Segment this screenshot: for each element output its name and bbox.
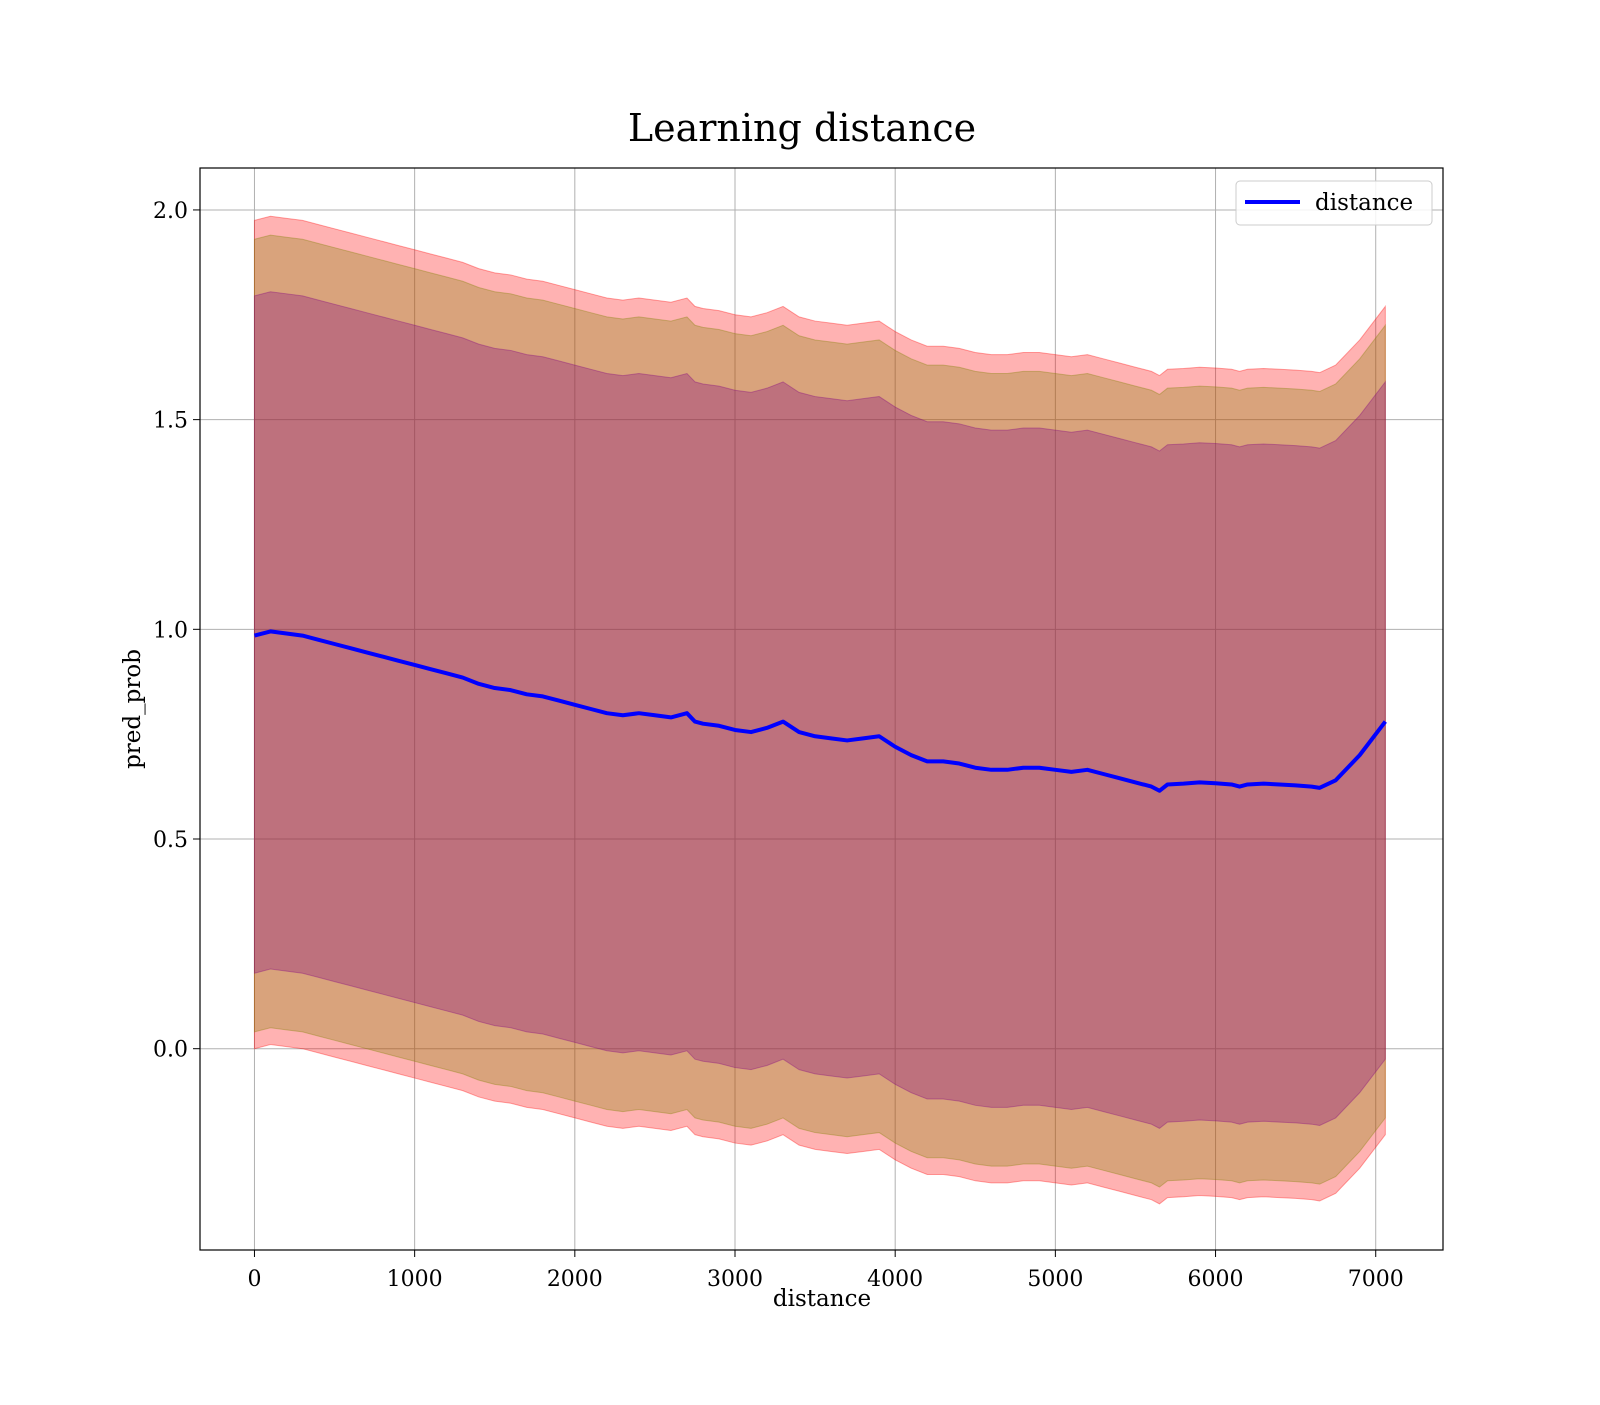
x-axis-label: distance	[773, 1286, 871, 1312]
y-tick-label: 1.5	[153, 409, 188, 434]
series-line-distance	[253, 629, 1387, 793]
confidence-band-1	[253, 215, 1386, 1205]
tick-layer: 0 1000 2000 3000 4000 5000 6000 7000 0.0 0.5 1.0 1.…	[153, 199, 1404, 1292]
band-layer	[253, 215, 1386, 1205]
y-tick-label: 2.0	[153, 199, 188, 224]
y-tick-label: 1.0	[153, 618, 188, 643]
x-tick-label: 7000	[1348, 1267, 1404, 1292]
y-tick-label: 0.0	[153, 1038, 188, 1063]
legend-label-distance: distance	[1315, 190, 1413, 216]
plot-frame	[199, 167, 1444, 1251]
legend-box	[1235, 180, 1433, 226]
x-tick-label: 2000	[547, 1267, 603, 1292]
y-tick-label: 0.5	[153, 828, 188, 853]
x-tick-label: 3000	[707, 1267, 763, 1292]
line-layer	[253, 629, 1387, 793]
x-tick-label: 4000	[867, 1267, 923, 1292]
x-tick-label: 0	[247, 1267, 261, 1292]
x-tick-label: 5000	[1027, 1267, 1083, 1292]
confidence-band-2	[253, 234, 1386, 1188]
chart-title: Learning distance	[628, 106, 976, 150]
confidence-band-3	[253, 291, 1386, 1129]
x-tick-label: 6000	[1188, 1267, 1244, 1292]
y-axis-label: pred_prob	[120, 649, 146, 769]
x-tick-label: 1000	[387, 1267, 443, 1292]
legend: distance	[1235, 180, 1433, 226]
